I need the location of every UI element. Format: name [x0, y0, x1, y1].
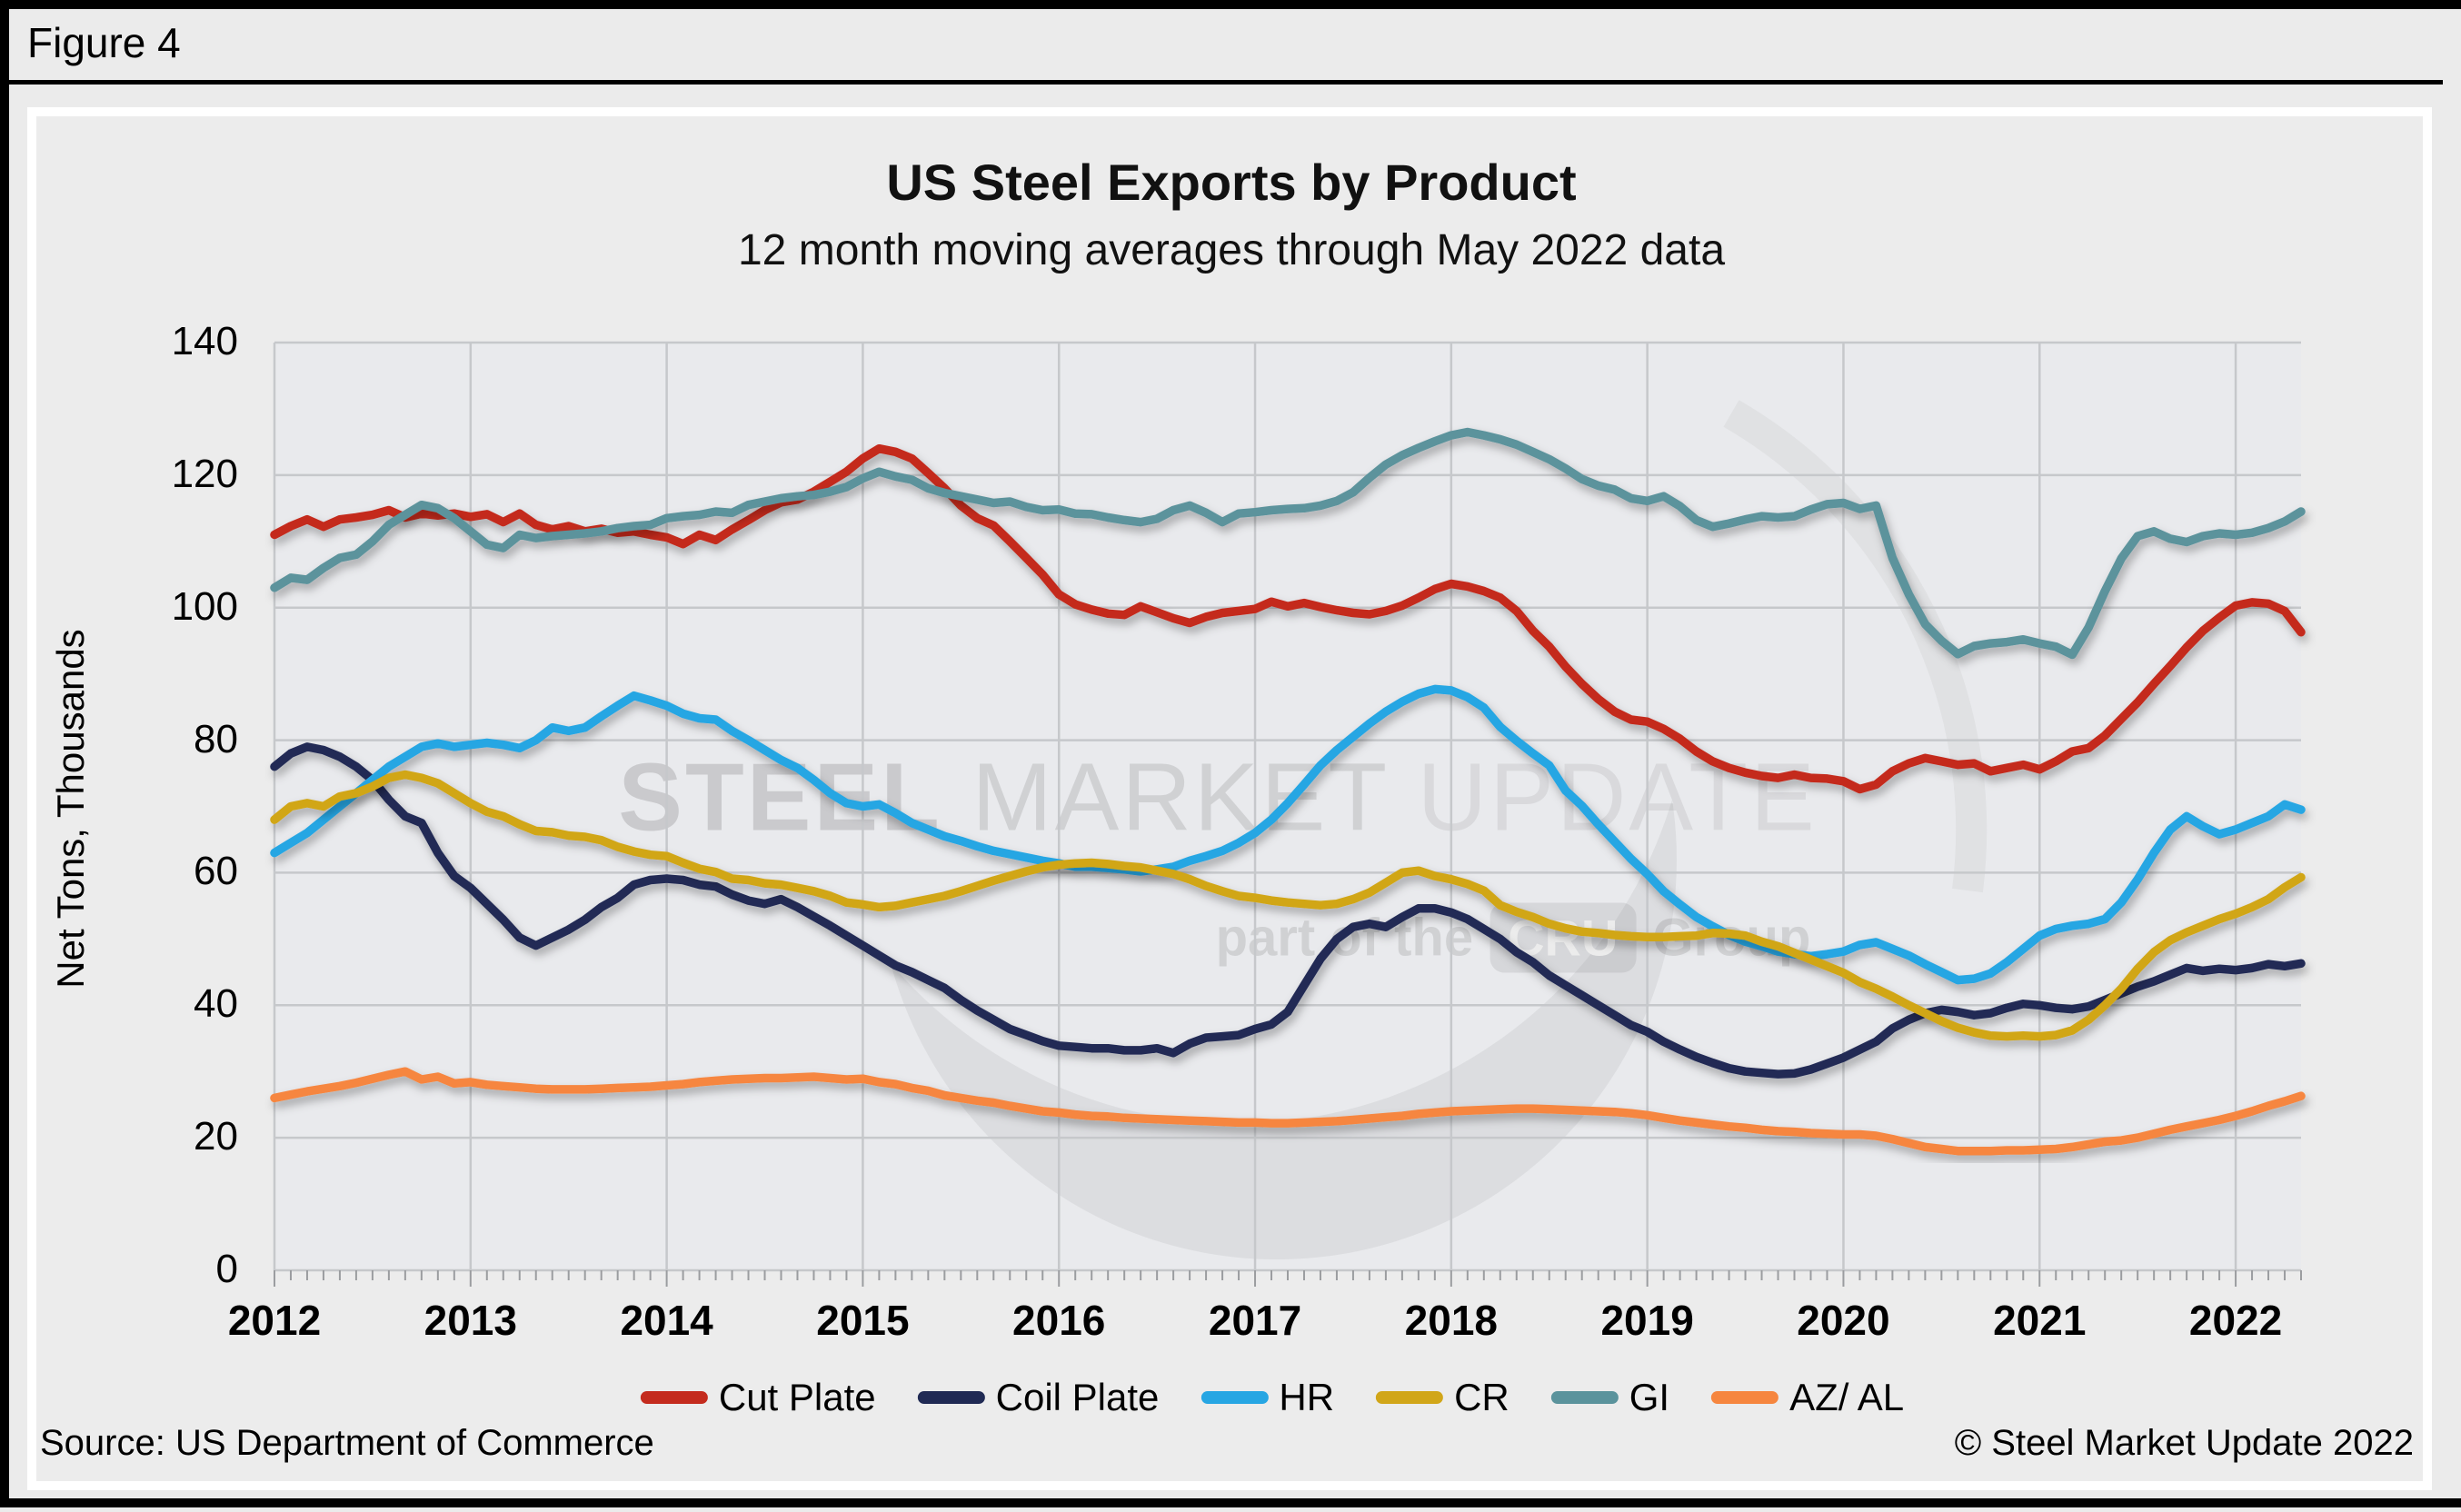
- window-bottom-edge: [0, 1498, 2461, 1507]
- figure-label: Figure 4: [27, 19, 181, 66]
- legend-label: HR: [1279, 1376, 1335, 1418]
- y-tick-label: 140: [171, 319, 238, 363]
- y-tick-label: 0: [215, 1247, 238, 1291]
- x-tick-label: 2018: [1404, 1297, 1498, 1344]
- y-tick-label: 20: [194, 1114, 238, 1159]
- legend-swatch: [1711, 1391, 1779, 1404]
- x-tick-label: 2017: [1208, 1297, 1302, 1344]
- legend-swatch: [917, 1391, 985, 1404]
- chart-title: US Steel Exports by Product: [886, 154, 1577, 211]
- legend-label: Coil Plate: [995, 1376, 1160, 1418]
- legend-label: CR: [1454, 1376, 1509, 1418]
- series-line-cr: [270, 770, 2306, 1041]
- x-tick-label: 2019: [1600, 1297, 1694, 1344]
- x-tick-label: 2012: [227, 1297, 322, 1344]
- legend-swatch: [640, 1391, 708, 1404]
- y-tick-label: 120: [171, 451, 238, 496]
- legend-label: GI: [1629, 1376, 1670, 1418]
- series-line-az-al: [270, 1067, 2306, 1156]
- y-tick-label: 80: [194, 716, 238, 761]
- legend-swatch: [1201, 1391, 1269, 1404]
- legend-item-cr: CR: [1376, 1376, 1509, 1419]
- x-tick-label: 2014: [620, 1297, 713, 1344]
- line-chart: [270, 341, 2306, 1287]
- header-rule: [9, 80, 2443, 85]
- window-left-edge: [0, 0, 9, 1507]
- series-line-hr: [270, 684, 2306, 985]
- x-tick-label: 2013: [423, 1297, 517, 1344]
- x-tick-label: 2015: [816, 1297, 910, 1344]
- chart-subtitle: 12 month moving averages through May 202…: [737, 226, 1726, 274]
- legend-item-hr: HR: [1201, 1376, 1334, 1419]
- legend-item-az-al: AZ/ AL: [1711, 1376, 1904, 1419]
- legend-label: Cut Plate: [718, 1376, 876, 1418]
- legend-swatch: [1550, 1391, 1619, 1404]
- series-line-gi: [270, 427, 2306, 660]
- y-tick-label: 100: [171, 583, 238, 629]
- legend-item-cut-plate: Cut Plate: [640, 1376, 876, 1419]
- window-top-edge: [0, 0, 2461, 9]
- legend-item-gi: GI: [1550, 1376, 1670, 1419]
- x-tick-label: 2021: [1993, 1297, 2087, 1344]
- y-axis-title: Net Tons, Thousands: [49, 629, 92, 989]
- legend-swatch: [1376, 1391, 1444, 1404]
- copyright-note: © Steel Market Update 2022: [1954, 1423, 2414, 1463]
- x-tick-label: 2020: [1797, 1297, 1890, 1344]
- x-tick-label: 2016: [1012, 1297, 1106, 1344]
- legend-item-coil-plate: Coil Plate: [917, 1376, 1160, 1419]
- y-tick-label: 40: [194, 981, 238, 1027]
- y-tick-label: 60: [194, 849, 238, 894]
- source-note: Source: US Department of Commerce: [40, 1423, 654, 1463]
- series-line-coil-plate: [270, 742, 2306, 1079]
- chart-legend: Cut Plate Coil Plate HR CR GI AZ/ AL: [640, 1376, 1904, 1419]
- x-tick-label: 2022: [2188, 1297, 2283, 1344]
- legend-label: AZ/ AL: [1789, 1376, 1905, 1418]
- series-line-cut-plate: [270, 443, 2306, 794]
